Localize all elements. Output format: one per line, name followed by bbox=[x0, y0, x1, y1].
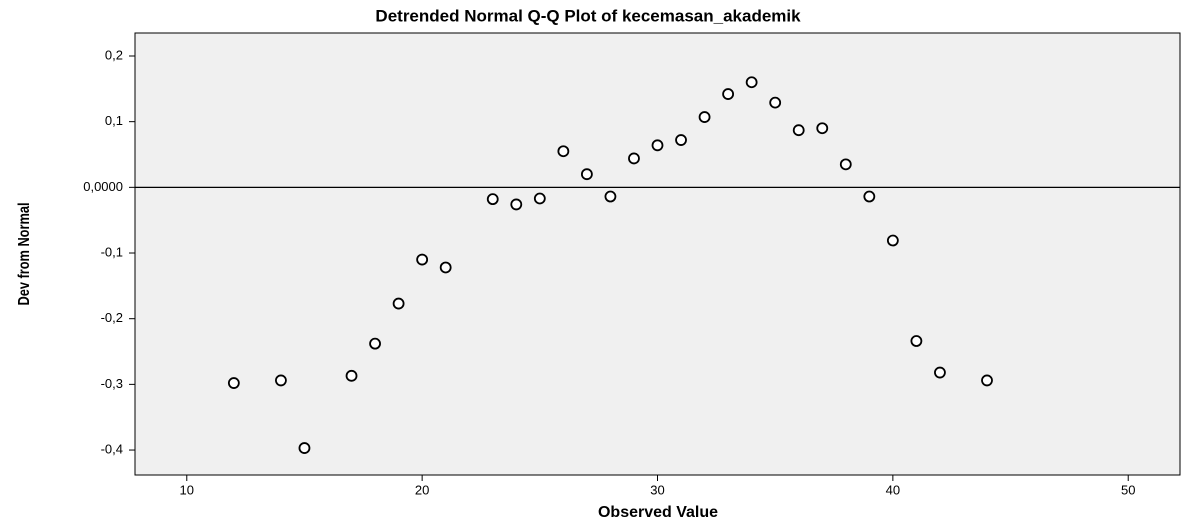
point bbox=[392, 297, 405, 310]
y-axis-label: Dev from Normal bbox=[16, 202, 34, 305]
point bbox=[604, 190, 617, 203]
point bbox=[816, 122, 829, 135]
point bbox=[369, 337, 381, 350]
point bbox=[580, 168, 593, 181]
point bbox=[651, 139, 664, 152]
point bbox=[628, 152, 640, 165]
point bbox=[345, 369, 358, 382]
point bbox=[298, 442, 311, 454]
point bbox=[839, 158, 852, 171]
x-tick-label: 30 bbox=[650, 482, 664, 497]
x-tick-label: 20 bbox=[415, 482, 429, 497]
point bbox=[675, 134, 687, 146]
point bbox=[934, 366, 946, 379]
point bbox=[910, 335, 923, 347]
y-tick-label: -0,4 bbox=[101, 441, 123, 456]
point bbox=[439, 261, 452, 274]
chart-title: Detrended Normal Q-Q Plot of kecemasan_a… bbox=[375, 6, 801, 25]
point bbox=[792, 124, 805, 137]
point bbox=[227, 377, 240, 389]
x-axis-label: Observed Value bbox=[598, 504, 718, 521]
point bbox=[486, 193, 499, 206]
point bbox=[416, 253, 429, 266]
y-tick-label: -0,3 bbox=[101, 376, 123, 391]
point bbox=[886, 234, 899, 247]
x-tick-label: 50 bbox=[1121, 482, 1135, 497]
point bbox=[275, 374, 287, 387]
y-tick-label: 0,2 bbox=[105, 47, 123, 62]
plot-area bbox=[134, 32, 1181, 476]
y-tick-label: 0,0000 bbox=[83, 179, 123, 194]
point bbox=[722, 88, 735, 100]
y-tick-label: -0,1 bbox=[101, 244, 123, 259]
point bbox=[745, 76, 758, 89]
point bbox=[863, 190, 876, 203]
point bbox=[533, 192, 546, 205]
y-tick-label: -0,2 bbox=[101, 310, 123, 325]
point bbox=[698, 111, 711, 123]
point bbox=[510, 198, 523, 211]
x-tick-label: 40 bbox=[886, 482, 900, 497]
point bbox=[557, 145, 570, 158]
point bbox=[769, 96, 782, 109]
point bbox=[981, 374, 993, 387]
y-tick-label: 0,1 bbox=[105, 113, 123, 128]
x-tick-label: 10 bbox=[180, 482, 194, 497]
